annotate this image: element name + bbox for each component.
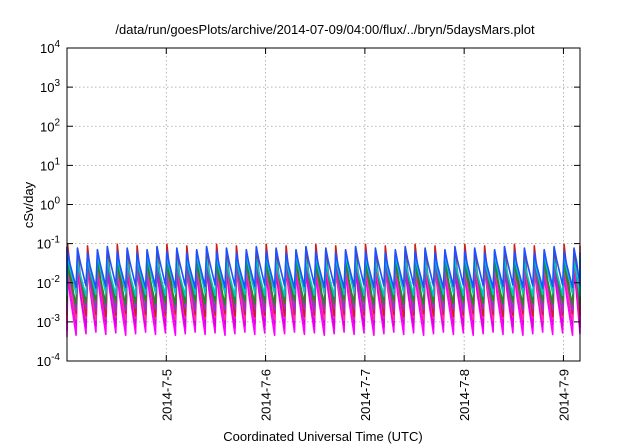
x-tick-label: 2014-7-9 — [556, 369, 571, 421]
y-tick-label: 10-4 — [37, 352, 61, 369]
y-tick-label: 101 — [40, 156, 60, 173]
y-tick-label: 10-2 — [37, 274, 61, 291]
x-tick-label: 2014-7-8 — [457, 369, 472, 421]
y-tick-label: 103 — [40, 78, 60, 95]
series-line — [66, 245, 581, 289]
y-axis-label: cSv/day — [21, 181, 36, 228]
x-tick-label: 2014-7-6 — [259, 369, 274, 421]
chart-title: /data/run/goesPlots/archive/2014-07-09/0… — [115, 22, 535, 37]
series-group — [66, 243, 581, 338]
x-tick-label: 2014-7-7 — [358, 369, 373, 421]
y-tick-label: 104 — [40, 39, 60, 56]
y-tick-label: 10-3 — [37, 313, 61, 330]
y-tick-label: 100 — [40, 196, 60, 213]
y-tick-label: 102 — [40, 117, 60, 134]
x-axis-label: Coordinated Universal Time (UTC) — [223, 429, 422, 444]
ticks: 10-4 10-3 10-2 10-1 100 101 102 103 104 2014-7-5 2… — [37, 39, 580, 421]
y-tick-label: 10-1 — [37, 235, 61, 252]
x-tick-label: 2014-7-5 — [159, 369, 174, 421]
